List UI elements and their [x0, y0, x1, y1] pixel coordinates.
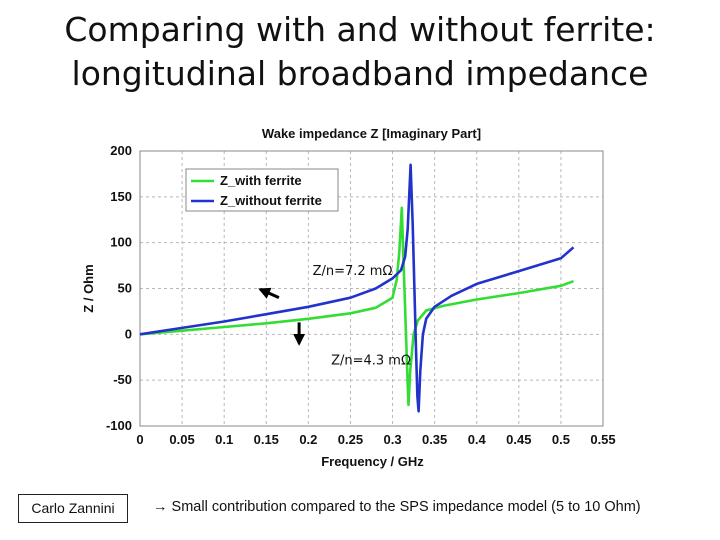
slide-title: Comparing with and without ferrite: long… — [0, 8, 720, 96]
plot-frame — [139, 150, 604, 427]
x-tick-label: 0.3 — [384, 432, 402, 447]
x-tick-label: 0 — [136, 432, 143, 447]
legend-label-1: Z_with ferrite — [220, 173, 302, 188]
y-axis-label: Z / Ohm — [81, 264, 96, 312]
footer-text: Small contribution compared to the SPS i… — [171, 499, 641, 515]
x-axis-label: Frequency / GHz — [321, 454, 424, 469]
annotation-label-2: Z/n=4.3 mΩ — [331, 354, 411, 369]
right-arrow-icon: → — [153, 499, 168, 515]
series-line-2 — [139, 163, 575, 413]
y-tick-label: 50 — [118, 281, 132, 296]
x-tick-label: 0.25 — [338, 432, 363, 447]
x-tick-label: 0.35 — [422, 432, 447, 447]
y-tick-label: -100 — [106, 418, 132, 433]
slide-title-line-1: Comparing with and without ferrite: — [64, 10, 656, 49]
x-tick-label: 0.5 — [552, 432, 570, 447]
chart-title: Wake impedance Z [Imaginary Part] — [262, 126, 481, 141]
x-tick-label: 0.4 — [468, 432, 487, 447]
author-name: Carlo Zannini — [31, 500, 115, 516]
annotation-label-1: Z/n=7.2 mΩ — [313, 264, 393, 279]
legend-label-2: Z_without ferrite — [220, 193, 322, 208]
series-line-1 — [139, 206, 574, 407]
x-tick-label: 0.55 — [590, 432, 615, 447]
x-tick-label: 0.15 — [254, 432, 279, 447]
y-tick-label: 200 — [110, 143, 132, 158]
y-tick-label: 100 — [110, 235, 132, 250]
legend: Z_with ferrite Z_without ferrite — [185, 168, 339, 212]
footer-note: → Small contribution compared to the SPS… — [153, 499, 641, 515]
x-tick-label: 0.1 — [215, 432, 233, 447]
legend-box — [185, 168, 339, 212]
x-tick-label: 0.2 — [299, 432, 317, 447]
y-tick-label: 150 — [110, 189, 132, 204]
y-tick-label: 0 — [125, 326, 132, 341]
x-tick-label: 0.05 — [169, 432, 194, 447]
slide-title-line-2: longitudinal broadband impedance — [71, 54, 649, 93]
x-tick-label: 0.45 — [506, 432, 531, 447]
author-box: Carlo Zannini — [18, 494, 128, 523]
y-tick-label: -50 — [113, 372, 132, 387]
annotation-arrow-1 — [258, 287, 280, 300]
